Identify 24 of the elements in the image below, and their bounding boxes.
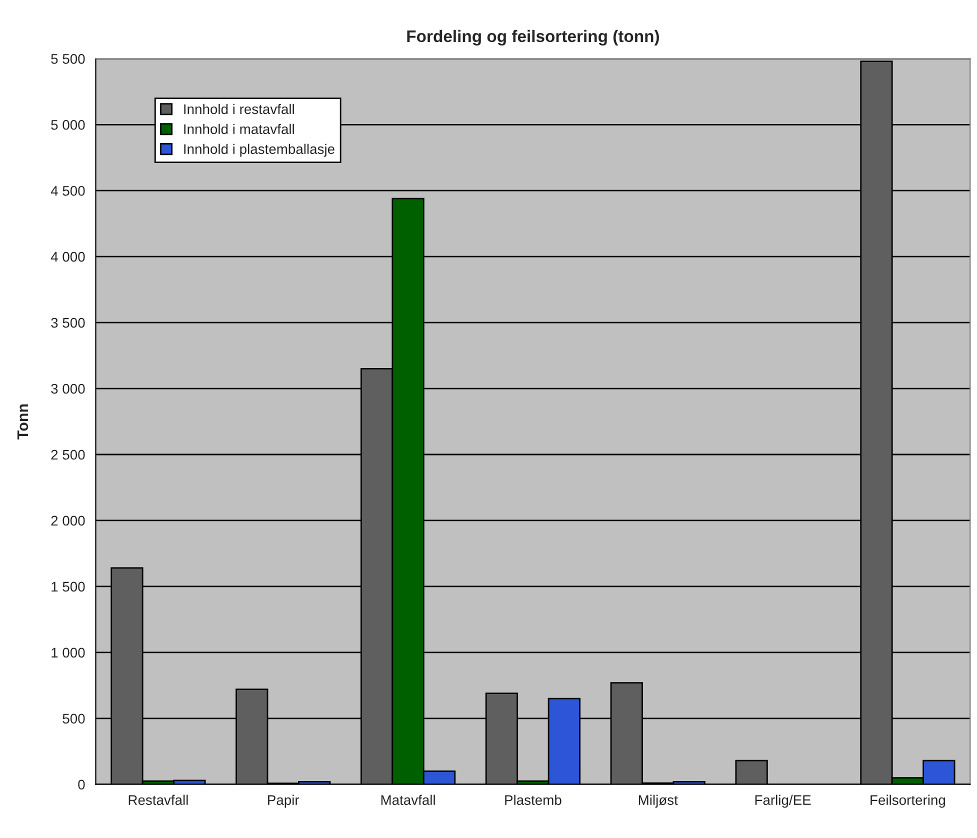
y-tick-label: 1 500 xyxy=(52,582,85,592)
y-tick-label: 2 500 xyxy=(51,450,85,460)
legend-label: Innhold i matavfall xyxy=(184,124,294,134)
y-tick-label: 4 000 xyxy=(50,252,85,262)
y-tick-label: 500 xyxy=(62,714,85,724)
y-tick-label: 0 xyxy=(78,780,85,790)
legend-label: Innhold i restavfall xyxy=(184,104,294,114)
chart-title: Fordeling og feilsortering (tonn) xyxy=(407,30,659,46)
y-tick-label: 4 500 xyxy=(50,186,85,196)
y-tick-label: 3 000 xyxy=(51,384,85,394)
x-tick-label: Papir xyxy=(268,794,300,808)
x-tick-label: Matavfall xyxy=(381,794,435,805)
x-tick-label: Miljøst xyxy=(638,794,678,808)
y-tick-label: 2 000 xyxy=(51,516,85,526)
x-tick-label: Restavfall xyxy=(128,794,188,805)
y-tick-label: 1 000 xyxy=(52,648,85,658)
x-tick-label: Feilsortering xyxy=(870,794,946,808)
x-tick-label: Plastemb xyxy=(505,794,562,805)
y-tick-label: 5 000 xyxy=(51,120,85,130)
legend-label: Innhold i plastemballasje xyxy=(184,144,334,157)
x-tick-label: Farlig/EE xyxy=(755,794,811,808)
y-axis-title: Tonn xyxy=(17,404,28,440)
y-tick-label: 3 500 xyxy=(51,318,85,328)
y-tick-label: 5 500 xyxy=(51,54,85,64)
